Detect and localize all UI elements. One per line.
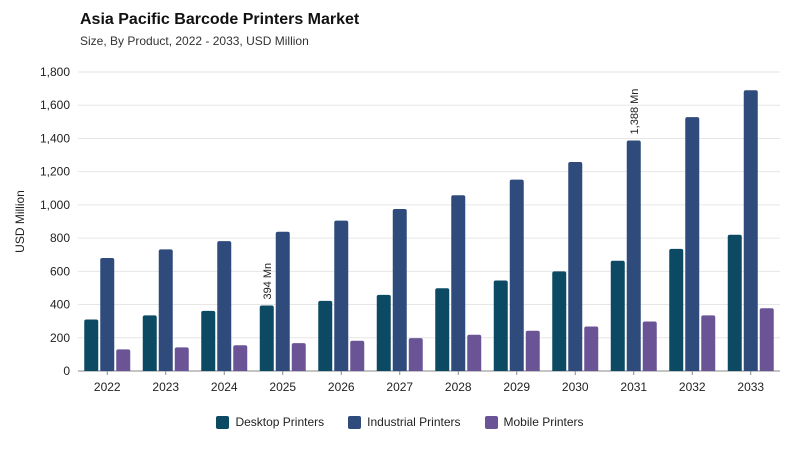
legend-label-mobile: Mobile Printers xyxy=(503,415,584,429)
y-tick-label: 400 xyxy=(50,298,70,312)
x-tick-label: 2033 xyxy=(737,380,764,394)
bar-mobile-printers xyxy=(174,347,189,371)
bar-mobile-printers xyxy=(467,334,482,371)
x-tick-label: 2032 xyxy=(679,380,706,394)
legend-swatch-desktop xyxy=(216,415,230,429)
bar-mobile-printers xyxy=(584,326,599,371)
bar-mobile-printers xyxy=(291,343,306,371)
bar-chart: 0 200 400 600 800 1,000 1,200 1,400 1,600 1,800 US… xyxy=(13,65,780,394)
bar-industrial-printers xyxy=(626,140,641,371)
x-tick-label: 2030 xyxy=(562,380,589,394)
legend-swatch-mobile xyxy=(484,415,498,429)
bar-industrial-printers xyxy=(451,195,466,371)
x-tick-label: 2027 xyxy=(386,380,413,394)
bar-mobile-printers xyxy=(233,345,248,371)
bar-industrial-printers xyxy=(685,117,700,371)
legend-item-desktop[interactable]: Desktop Printers xyxy=(216,415,324,429)
x-tick-label: 2023 xyxy=(152,380,179,394)
bar-desktop-printers xyxy=(435,288,450,371)
bar-desktop-printers xyxy=(376,294,391,371)
bar-mobile-printers xyxy=(642,321,657,371)
x-tick-label: 2028 xyxy=(445,380,472,394)
bar-desktop-printers xyxy=(259,305,274,371)
bar-desktop-printers xyxy=(610,260,625,371)
bar-desktop-printers xyxy=(142,315,157,371)
x-tick-label: 2031 xyxy=(620,380,647,394)
bar-mobile-printers xyxy=(759,308,774,371)
legend-item-industrial[interactable]: Industrial Printers xyxy=(348,415,461,429)
legend-label-desktop: Desktop Printers xyxy=(235,415,325,429)
bar-desktop-printers xyxy=(201,310,216,371)
bar-mobile-printers xyxy=(116,349,131,371)
bar-industrial-printers xyxy=(392,209,407,371)
x-tick-label: 2029 xyxy=(503,380,530,394)
x-tick-label: 2026 xyxy=(328,380,355,394)
bar-desktop-printers xyxy=(84,319,99,371)
bar-mobile-printers xyxy=(701,315,716,371)
legend-label-industrial: Industrial Printers xyxy=(367,415,461,429)
bar-desktop-printers xyxy=(552,271,567,371)
y-tick-label: 800 xyxy=(50,231,70,245)
y-tick-label: 600 xyxy=(50,264,70,278)
bar-mobile-printers xyxy=(525,330,540,371)
data-label: 394 Mn xyxy=(262,263,274,300)
bar-desktop-printers xyxy=(493,280,508,371)
bar-industrial-printers xyxy=(275,231,290,371)
bar-mobile-printers xyxy=(408,338,423,371)
data-label: 1,388 Mn xyxy=(629,89,641,135)
bar-industrial-printers xyxy=(158,249,173,371)
y-tick-label: 0 xyxy=(63,364,70,378)
x-tick-label: 2025 xyxy=(269,380,296,394)
legend-swatch-industrial xyxy=(348,415,362,429)
y-tick-label: 200 xyxy=(50,331,70,345)
y-tick-label: 1,000 xyxy=(40,198,70,212)
y-tick-label: 1,200 xyxy=(40,165,70,179)
bar-mobile-printers xyxy=(350,340,365,371)
bar-industrial-printers xyxy=(743,90,758,372)
y-tick-label: 1,600 xyxy=(40,98,70,112)
y-tick-label: 1,800 xyxy=(40,65,70,79)
legend: Desktop Printers Industrial Printers Mob… xyxy=(0,415,800,429)
bar-industrial-printers xyxy=(568,162,583,371)
x-tick-label: 2022 xyxy=(94,380,121,394)
legend-item-mobile[interactable]: Mobile Printers xyxy=(484,415,584,429)
y-tick-label: 1,400 xyxy=(40,131,70,145)
y-axis-label: USD Million xyxy=(13,190,27,253)
bar-desktop-printers xyxy=(318,300,333,371)
bar-desktop-printers xyxy=(727,234,742,371)
bar-industrial-printers xyxy=(100,258,115,371)
chart-subtitle: Size, By Product, 2022 - 2033, USD Milli… xyxy=(80,34,309,48)
bar-desktop-printers xyxy=(669,248,684,371)
bar-industrial-printers xyxy=(217,241,232,371)
bar-industrial-printers xyxy=(509,179,524,371)
bar-industrial-printers xyxy=(334,220,349,371)
chart-title: Asia Pacific Barcode Printers Market xyxy=(80,11,360,28)
x-tick-label: 2024 xyxy=(211,380,238,394)
